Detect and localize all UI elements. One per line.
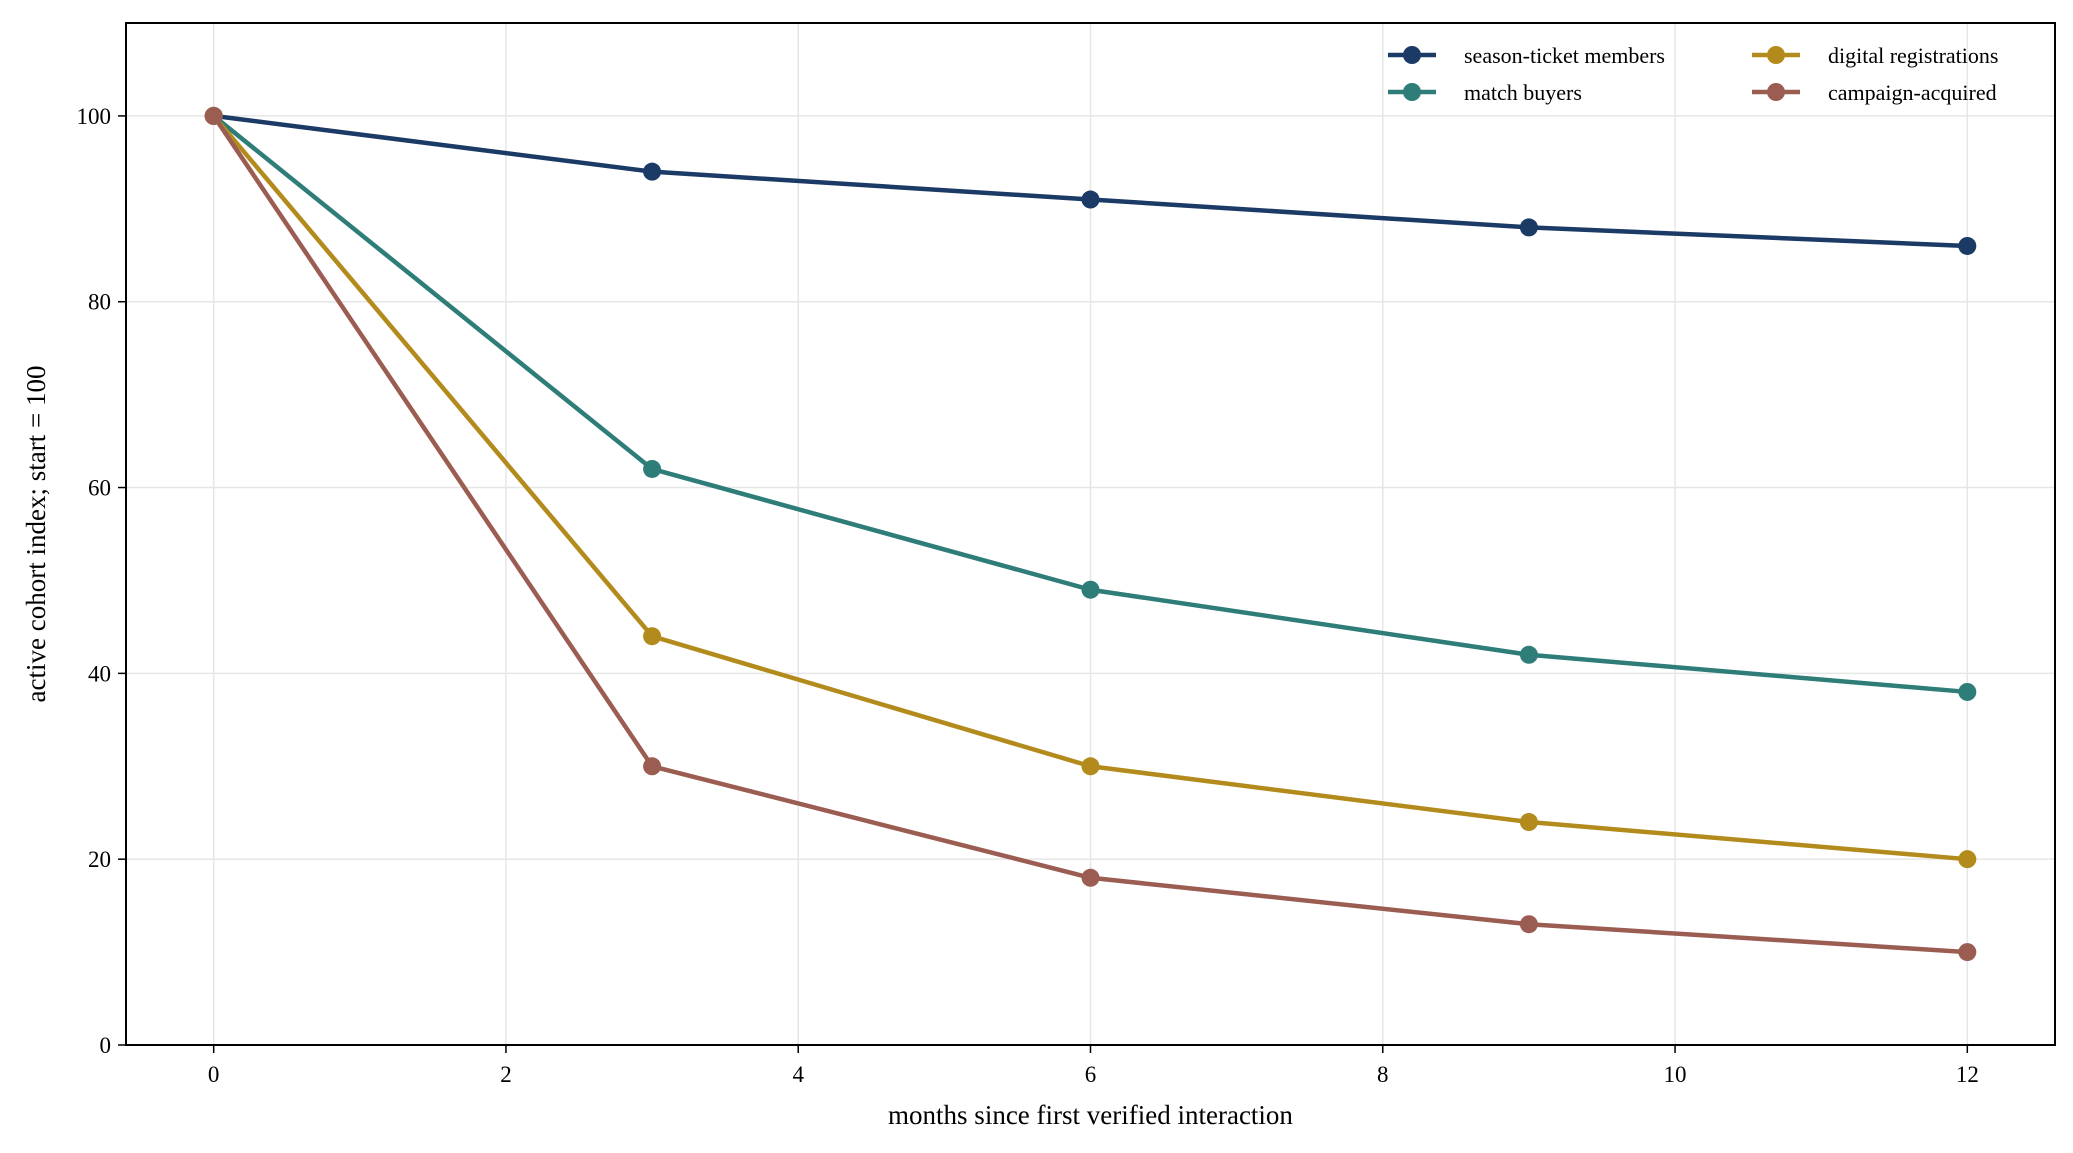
data-point [643, 627, 662, 646]
x-tick-label: 4 [792, 1062, 804, 1087]
data-point [1958, 682, 1977, 701]
legend-marker [1767, 46, 1785, 64]
data-point [1081, 190, 1100, 209]
y-tick-label: 40 [88, 661, 111, 686]
data-point [1958, 850, 1977, 869]
legend-item: campaign-acquired [1752, 80, 1997, 105]
data-point [204, 106, 223, 125]
y-tick-label: 20 [88, 847, 111, 872]
data-point [1519, 218, 1538, 237]
gridlines [126, 23, 2055, 1046]
data-point [643, 757, 662, 776]
x-axis: 0 2 4 6 8 10 12 [208, 1045, 1979, 1087]
y-tick-label: 100 [77, 104, 112, 129]
x-tick-label: 8 [1377, 1062, 1389, 1087]
y-tick-label: 0 [100, 1033, 112, 1058]
legend-label: match buyers [1464, 80, 1582, 105]
data-point [1081, 580, 1100, 599]
data-point [1958, 236, 1977, 255]
data-point [1081, 757, 1100, 776]
data-point [1958, 943, 1977, 962]
legend-label: digital registrations [1828, 43, 1998, 68]
x-tick-label: 6 [1085, 1062, 1097, 1087]
data-point [643, 459, 662, 478]
y-tick-label: 60 [88, 476, 111, 501]
data-point [1519, 645, 1538, 664]
x-axis-title: months since first verified interaction [888, 1100, 1293, 1130]
data-point [643, 162, 662, 181]
x-tick-label: 2 [500, 1062, 512, 1087]
legend-label: campaign-acquired [1828, 80, 1997, 105]
x-tick-label: 10 [1664, 1062, 1687, 1087]
data-point [1519, 915, 1538, 934]
legend-item: digital registrations [1752, 43, 1998, 68]
y-tick-label: 80 [88, 290, 111, 315]
legend-label: season-ticket members [1464, 43, 1665, 68]
data-point [1519, 813, 1538, 832]
legend-item: season-ticket members [1388, 43, 1665, 68]
data-points [204, 106, 1977, 962]
legend-marker [1403, 83, 1421, 101]
data-point [1081, 868, 1100, 887]
y-axis-title: active cohort index; start = 100 [21, 366, 51, 703]
x-tick-label: 12 [1956, 1062, 1979, 1087]
legend-item: match buyers [1388, 80, 1582, 105]
legend-marker [1403, 46, 1421, 64]
x-tick-label: 0 [208, 1062, 220, 1087]
legend-marker [1767, 83, 1785, 101]
legend: season-ticket members match buyers digital… [1388, 43, 1998, 105]
y-axis: 0 20 40 60 80 100 [77, 104, 126, 1058]
